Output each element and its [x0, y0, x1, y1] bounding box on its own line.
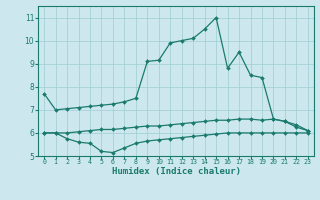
X-axis label: Humidex (Indice chaleur): Humidex (Indice chaleur): [111, 167, 241, 176]
